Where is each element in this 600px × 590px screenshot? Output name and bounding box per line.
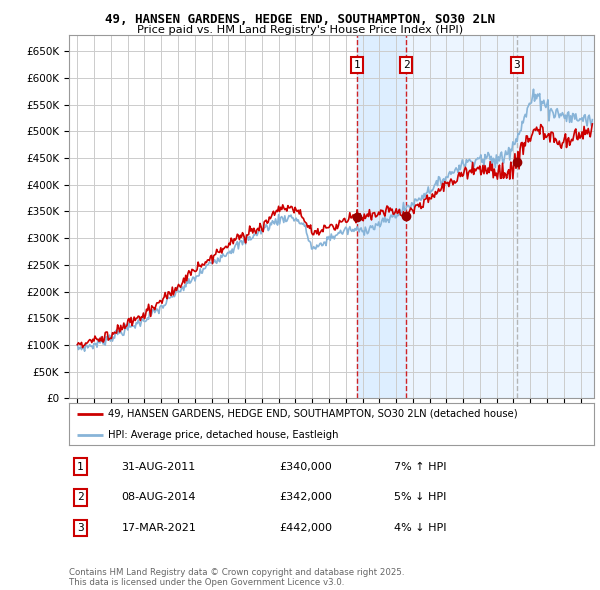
Text: Price paid vs. HM Land Registry's House Price Index (HPI): Price paid vs. HM Land Registry's House …	[137, 25, 463, 35]
Text: 5% ↓ HPI: 5% ↓ HPI	[395, 493, 447, 502]
Text: 49, HANSEN GARDENS, HEDGE END, SOUTHAMPTON, SO30 2LN (detached house): 49, HANSEN GARDENS, HEDGE END, SOUTHAMPT…	[109, 409, 518, 418]
Text: 31-AUG-2011: 31-AUG-2011	[121, 462, 196, 471]
Text: 1: 1	[353, 60, 360, 70]
Text: HPI: Average price, detached house, Eastleigh: HPI: Average price, detached house, East…	[109, 430, 339, 440]
Text: 17-MAR-2021: 17-MAR-2021	[121, 523, 196, 533]
Text: 49, HANSEN GARDENS, HEDGE END, SOUTHAMPTON, SO30 2LN: 49, HANSEN GARDENS, HEDGE END, SOUTHAMPT…	[105, 13, 495, 26]
Text: Contains HM Land Registry data © Crown copyright and database right 2025.
This d: Contains HM Land Registry data © Crown c…	[69, 568, 404, 587]
Bar	[357, 35, 406, 398]
Text: 3: 3	[77, 523, 84, 533]
Text: £342,000: £342,000	[279, 493, 332, 502]
Text: £442,000: £442,000	[279, 523, 332, 533]
Text: 2: 2	[77, 493, 84, 502]
Text: 4% ↓ HPI: 4% ↓ HPI	[395, 523, 447, 533]
Text: 3: 3	[514, 60, 520, 70]
Text: 08-AUG-2014: 08-AUG-2014	[121, 493, 196, 502]
Text: 1: 1	[77, 462, 84, 471]
Text: 2: 2	[403, 60, 409, 70]
Text: 7% ↑ HPI: 7% ↑ HPI	[395, 462, 447, 471]
Text: £340,000: £340,000	[279, 462, 332, 471]
Bar	[406, 35, 600, 398]
